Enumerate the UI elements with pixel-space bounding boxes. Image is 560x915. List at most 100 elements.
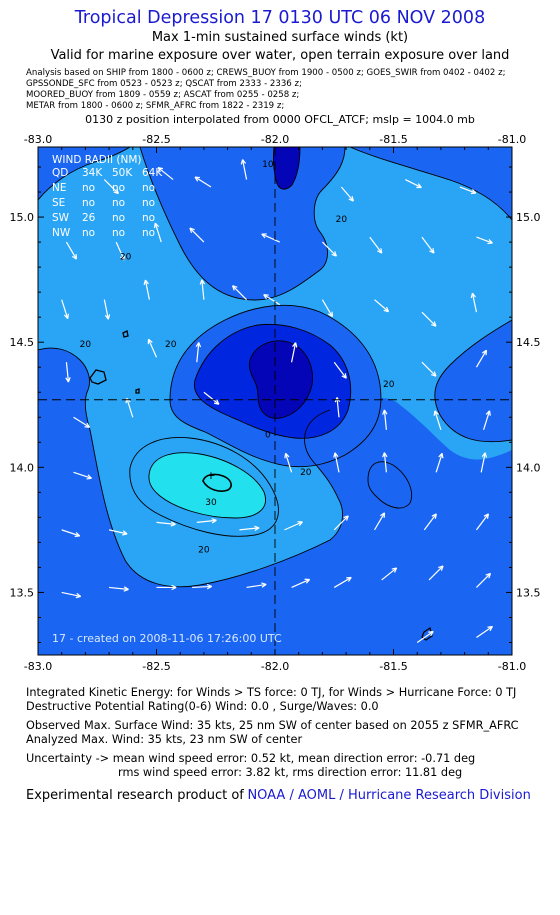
- wind-vector-arrow: [147, 338, 158, 358]
- wind-radii-cell: SE: [52, 197, 65, 209]
- wind-vector-arrow: [459, 186, 477, 195]
- contour-label: 20: [165, 340, 177, 350]
- chart-title: Tropical Depression 17 0130 UTC 06 NOV 2…: [74, 8, 486, 28]
- x-tick-label-top: -81.0: [498, 133, 526, 146]
- x-tick-label-top: -81.5: [379, 133, 407, 146]
- x-tick-label-top: -82.5: [142, 133, 170, 146]
- wind-vector-arrow: [109, 586, 129, 592]
- contour-20-east: [434, 319, 512, 443]
- wind-radii-header: 34K: [82, 167, 103, 179]
- wind-radii-cell: no: [82, 197, 95, 209]
- wind-vector-arrow: [476, 236, 493, 245]
- contour-label: 20: [336, 215, 348, 225]
- wind-vector-arrow: [369, 236, 383, 254]
- y-tick-label-right: 14.0: [516, 461, 541, 474]
- wind-vector-arrow: [374, 299, 390, 313]
- contour-label: 30: [205, 498, 217, 508]
- y-tick-label-left: 13.5: [10, 586, 35, 599]
- wind-vector-arrow: [291, 342, 298, 363]
- x-tick-label-top: -82.0: [261, 133, 289, 146]
- analysis-sources-line: Analysis based on SHIP from 1800 - 0600 …: [26, 68, 506, 78]
- wind-radii-cell: no: [112, 197, 125, 209]
- ike-line: Integrated Kinetic Energy: for Winds > T…: [26, 686, 517, 699]
- contour-10-core: [193, 323, 352, 439]
- wind-vector-arrow: [333, 576, 352, 588]
- wind-vector-arrow: [195, 342, 202, 363]
- wind-vector-arrow: [189, 227, 205, 243]
- credit-organization-link[interactable]: NOAA / AOML / Hurricane Research Divisio…: [247, 788, 531, 803]
- wind-vector-arrow: [405, 178, 422, 189]
- wind-vector-arrow: [382, 452, 388, 473]
- wind-vector-arrow: [143, 279, 150, 300]
- x-tick-label-bottom: -81.0: [498, 660, 526, 673]
- y-tick-label-right: 15.0: [516, 211, 541, 224]
- wind-vector-arrow: [115, 241, 125, 261]
- x-tick-label-bottom: -82.5: [142, 660, 170, 673]
- wind-vector-arrow: [157, 166, 174, 181]
- wind-vector-arrow: [340, 186, 354, 202]
- wind-vector-arrow: [65, 362, 71, 383]
- wind-radii-header: 64K: [142, 167, 163, 179]
- band-below-20-west-lobe: [38, 147, 130, 200]
- band-core-minimum: [249, 340, 313, 419]
- contour-label: 20: [383, 380, 395, 390]
- wind-vector-arrow: [475, 349, 488, 368]
- wind-radii-cell: no: [112, 227, 125, 239]
- chart-subtitle: Max 1-min sustained surface winds (kt): [151, 30, 409, 45]
- contour-label: 20: [80, 340, 92, 350]
- wind-vector-arrow: [476, 625, 493, 638]
- band-core-minimum-north: [273, 147, 300, 190]
- wind-vector-arrow: [108, 529, 128, 536]
- contour-label: 0: [265, 430, 271, 440]
- contour-lines: [38, 147, 512, 588]
- created-note: 17 - created on 2008-11-06 17:26:00 UTC: [52, 632, 282, 645]
- land-outlines: [89, 330, 433, 641]
- wind-vector-arrow: [199, 279, 206, 300]
- wind-radii-cell: no: [142, 182, 155, 194]
- x-tick-label-top: -83.0: [24, 133, 52, 146]
- y-tick-label-left: 15.0: [10, 211, 35, 224]
- wind-radii-table: WIND RADII (NM) QD 34K 50K 64K NE no no …: [52, 154, 163, 239]
- wind-vector-arrow: [374, 512, 386, 531]
- storm-center-crosshair: [38, 147, 512, 655]
- wind-radii-cell: no: [82, 227, 95, 239]
- credit-line: Experimental research product of NOAA / …: [26, 788, 531, 803]
- wind-radii-cell: no: [112, 212, 125, 224]
- contour-30-inner: [148, 452, 266, 519]
- wind-vector-arrow: [196, 518, 217, 524]
- wind-radii-title: WIND RADII (NM): [52, 154, 142, 166]
- analysis-sources-line: METAR from 1800 - 0600 z; SFMR_AFRC from…: [26, 101, 285, 111]
- wind-vector-arrow: [194, 176, 212, 188]
- islet-outline: [421, 626, 433, 641]
- dpr-line: Destructive Potential Rating(0-6) Wind: …: [26, 700, 379, 713]
- wind-vector-arrow: [284, 452, 293, 473]
- wind-vector-arrow: [321, 241, 337, 257]
- wind-vector-arrow: [203, 391, 220, 405]
- wind-vector-arrow: [246, 582, 267, 589]
- wind-vector-arrow: [284, 521, 303, 531]
- wind-vector-arrow: [333, 452, 340, 473]
- contour-35: [202, 473, 232, 492]
- wind-vector-arrow: [261, 233, 280, 243]
- contour-core-minimum: [249, 340, 313, 419]
- wind-vector-arrow: [239, 525, 260, 532]
- wind-vector-arrow: [381, 567, 398, 581]
- contour-label: 20: [198, 545, 210, 555]
- contour-label: 20: [120, 253, 132, 263]
- wind-vector-arrow: [475, 513, 490, 531]
- contour-label: 10: [262, 160, 274, 170]
- band-below-20-north-lobe: [140, 147, 345, 300]
- wind-radii-cell: NW: [52, 227, 71, 239]
- validity-note: Valid for marine exposure over water, op…: [50, 48, 510, 63]
- islet-outline: [122, 330, 129, 338]
- contour-20-west: [38, 347, 343, 588]
- rms-error-line: rms wind speed error: 3.82 kt, rms direc…: [118, 766, 463, 779]
- contour-30-outer: [129, 437, 279, 537]
- axis-ticks: -83.0 -83.0 -82.5 -82.5 -82.0 -82.0 -81.5 -81.5…: [10, 133, 541, 673]
- wind-vector-arrow: [435, 452, 444, 473]
- wind-radii-cell: no: [112, 182, 125, 194]
- wind-vector-arrow: [231, 285, 247, 301]
- wind-radii-header: QD: [52, 167, 68, 179]
- contour-10-north: [272, 147, 301, 190]
- wind-vector-arrow: [470, 292, 478, 313]
